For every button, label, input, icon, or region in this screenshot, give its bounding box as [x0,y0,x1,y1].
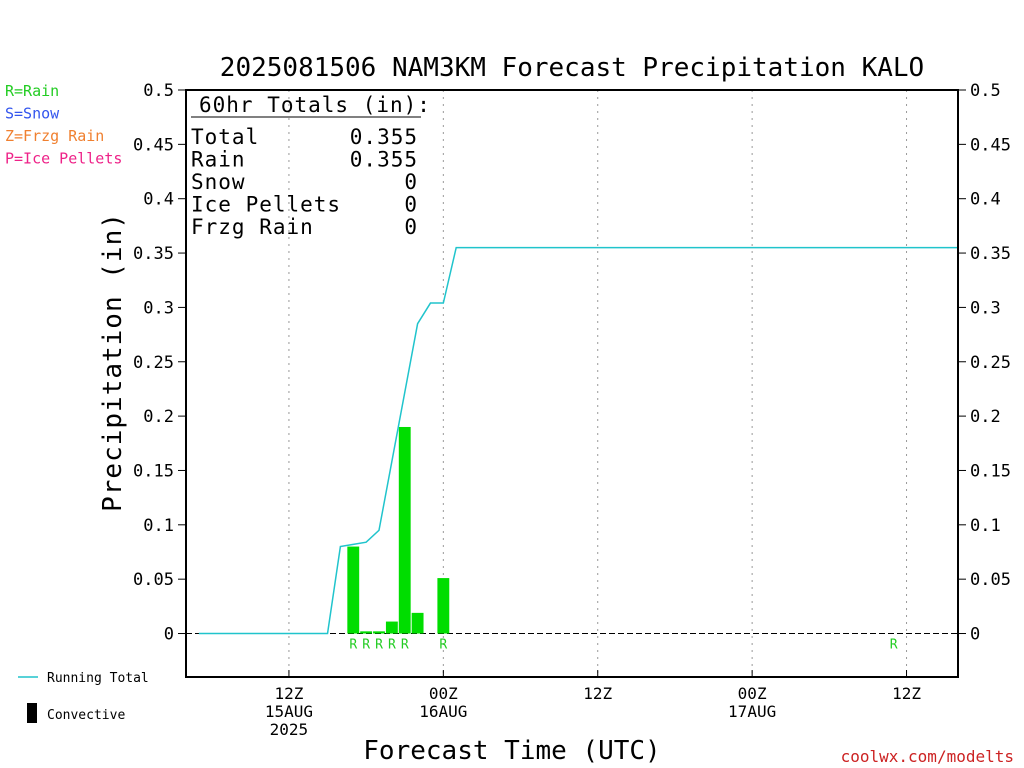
plot-frame [185,89,959,678]
credit-text: coolwx.com/modelts [841,747,1014,766]
x-tick-label: 2025 [270,720,309,739]
y-tick-label-left: 0.25 [133,353,174,373]
y-tick-label-right: 0.15 [970,461,1011,481]
precip-type-legend-item: S=Snow [5,105,60,123]
precip-type-marker: R [362,638,370,653]
plot-area: R R R R R R R0.5 0.50.45 0.450.4 0.40.35 0.350.3 0.… [5,81,1011,739]
totals-header: 60hr Totals (in): [199,93,431,117]
y-tick-label-right: 0.5 [970,81,1001,101]
precip-bar [373,631,385,634]
totals-row-label: Rain [191,148,246,172]
precip-type-marker: R [388,638,396,653]
y-tick-label-left: 0.3 [143,298,174,318]
precip-type-marker: R [375,638,383,653]
y-tick-label-right: 0.45 [970,135,1011,155]
totals-row-label: Ice Pellets [191,193,341,217]
running-total-line [198,246,958,635]
totals-row-label: Frzg Rain [191,215,314,239]
x-tick-label: 16AUG [419,702,467,721]
precip-bar [398,426,411,634]
y-tick-label-right: 0.2 [970,407,1001,427]
totals-row-label: Total [191,125,259,149]
y-tick-label-left: 0.4 [143,190,174,210]
precip-type-legend-item: P=Ice Pellets [5,150,122,168]
x-tick-label: 15AUG [265,702,313,721]
totals-row-value: 0.355 [350,148,418,172]
precip-type-marker: R [401,638,409,653]
precip-bar [360,631,373,634]
running-total-legend-label: Running Total [47,671,149,686]
x-tick-label: 00Z [429,684,458,703]
convective-legend-swatch [27,703,37,723]
y-tick-label-right: 0.1 [970,516,1001,536]
precip-type-marker: R [439,638,447,653]
convective-legend-label: Convective [47,708,125,723]
y-tick-label-right: 0.4 [970,190,1001,210]
y-tick-label-left: 0.45 [133,135,174,155]
y-tick-label-left: 0 [164,625,174,645]
y-tick-label-left: 0.05 [133,570,174,590]
precip-type-marker: R [890,638,898,653]
totals-row-value: 0 [404,193,418,217]
y-tick-label-left: 0.35 [133,244,174,264]
legend: Running Total Convective [18,671,149,723]
totals-row-value: 0 [404,215,418,239]
precip-type-legend-item: R=Rain [5,82,59,100]
totals-row-value: 0.355 [350,125,418,149]
x-tick-label: 12Z [892,684,921,703]
precip-bar [437,578,450,634]
chart-title: 2025081506 NAM3KM Forecast Precipitation… [220,53,924,83]
y-tick-label-right: 0.25 [970,353,1011,373]
y-tick-label-right: 0.35 [970,244,1011,264]
y-tick-label-left: 0.2 [143,407,174,427]
x-tick-label: 17AUG [728,702,776,721]
y-tick-label-right: 0.3 [970,298,1001,318]
y-tick-label-left: 0.5 [143,81,174,101]
totals-row-label: Snow [191,170,246,194]
x-axis-label: Forecast Time (UTC) [363,736,660,766]
precip-bar [347,546,360,634]
x-tick-label: 00Z [738,684,767,703]
precip-type-marker: R [349,638,357,653]
y-tick-label-right: 0.05 [970,570,1011,590]
y-tick-label-right: 0 [970,625,980,645]
y-tick-label-left: 0.1 [143,516,174,536]
precip-bar [385,621,398,634]
x-tick-label: 12Z [583,684,612,703]
y-axis-label: Precipitation (in) [98,212,128,512]
precip-bar [411,612,424,634]
totals-row-value: 0 [404,170,418,194]
y-tick-label-left: 0.15 [133,461,174,481]
x-tick-label: 12Z [274,684,303,703]
precip-type-legend-item: Z=Frzg Rain [5,127,104,145]
